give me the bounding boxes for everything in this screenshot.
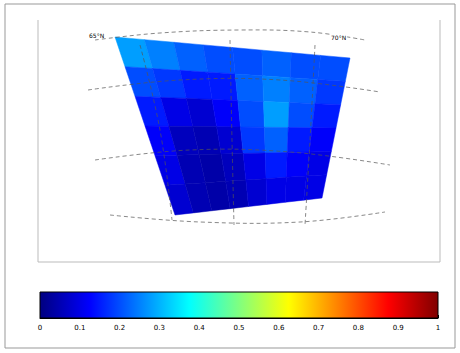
svg-text:0.6: 0.6: [273, 324, 285, 332]
svg-text:0.9: 0.9: [393, 324, 404, 332]
svg-text:0.8: 0.8: [353, 324, 364, 332]
svg-text:0.5: 0.5: [233, 324, 244, 332]
svg-text:65°N: 65°N: [89, 32, 104, 39]
svg-text:0.3: 0.3: [154, 324, 165, 332]
svg-text:0.2: 0.2: [114, 324, 125, 332]
svg-text:0.7: 0.7: [313, 324, 324, 332]
svg-text:70°N: 70°N: [331, 34, 346, 41]
svg-text:0.1: 0.1: [74, 324, 85, 332]
svg-text:0.4: 0.4: [194, 324, 206, 332]
svg-text:1: 1: [436, 324, 440, 332]
svg-text:0: 0: [38, 324, 42, 332]
